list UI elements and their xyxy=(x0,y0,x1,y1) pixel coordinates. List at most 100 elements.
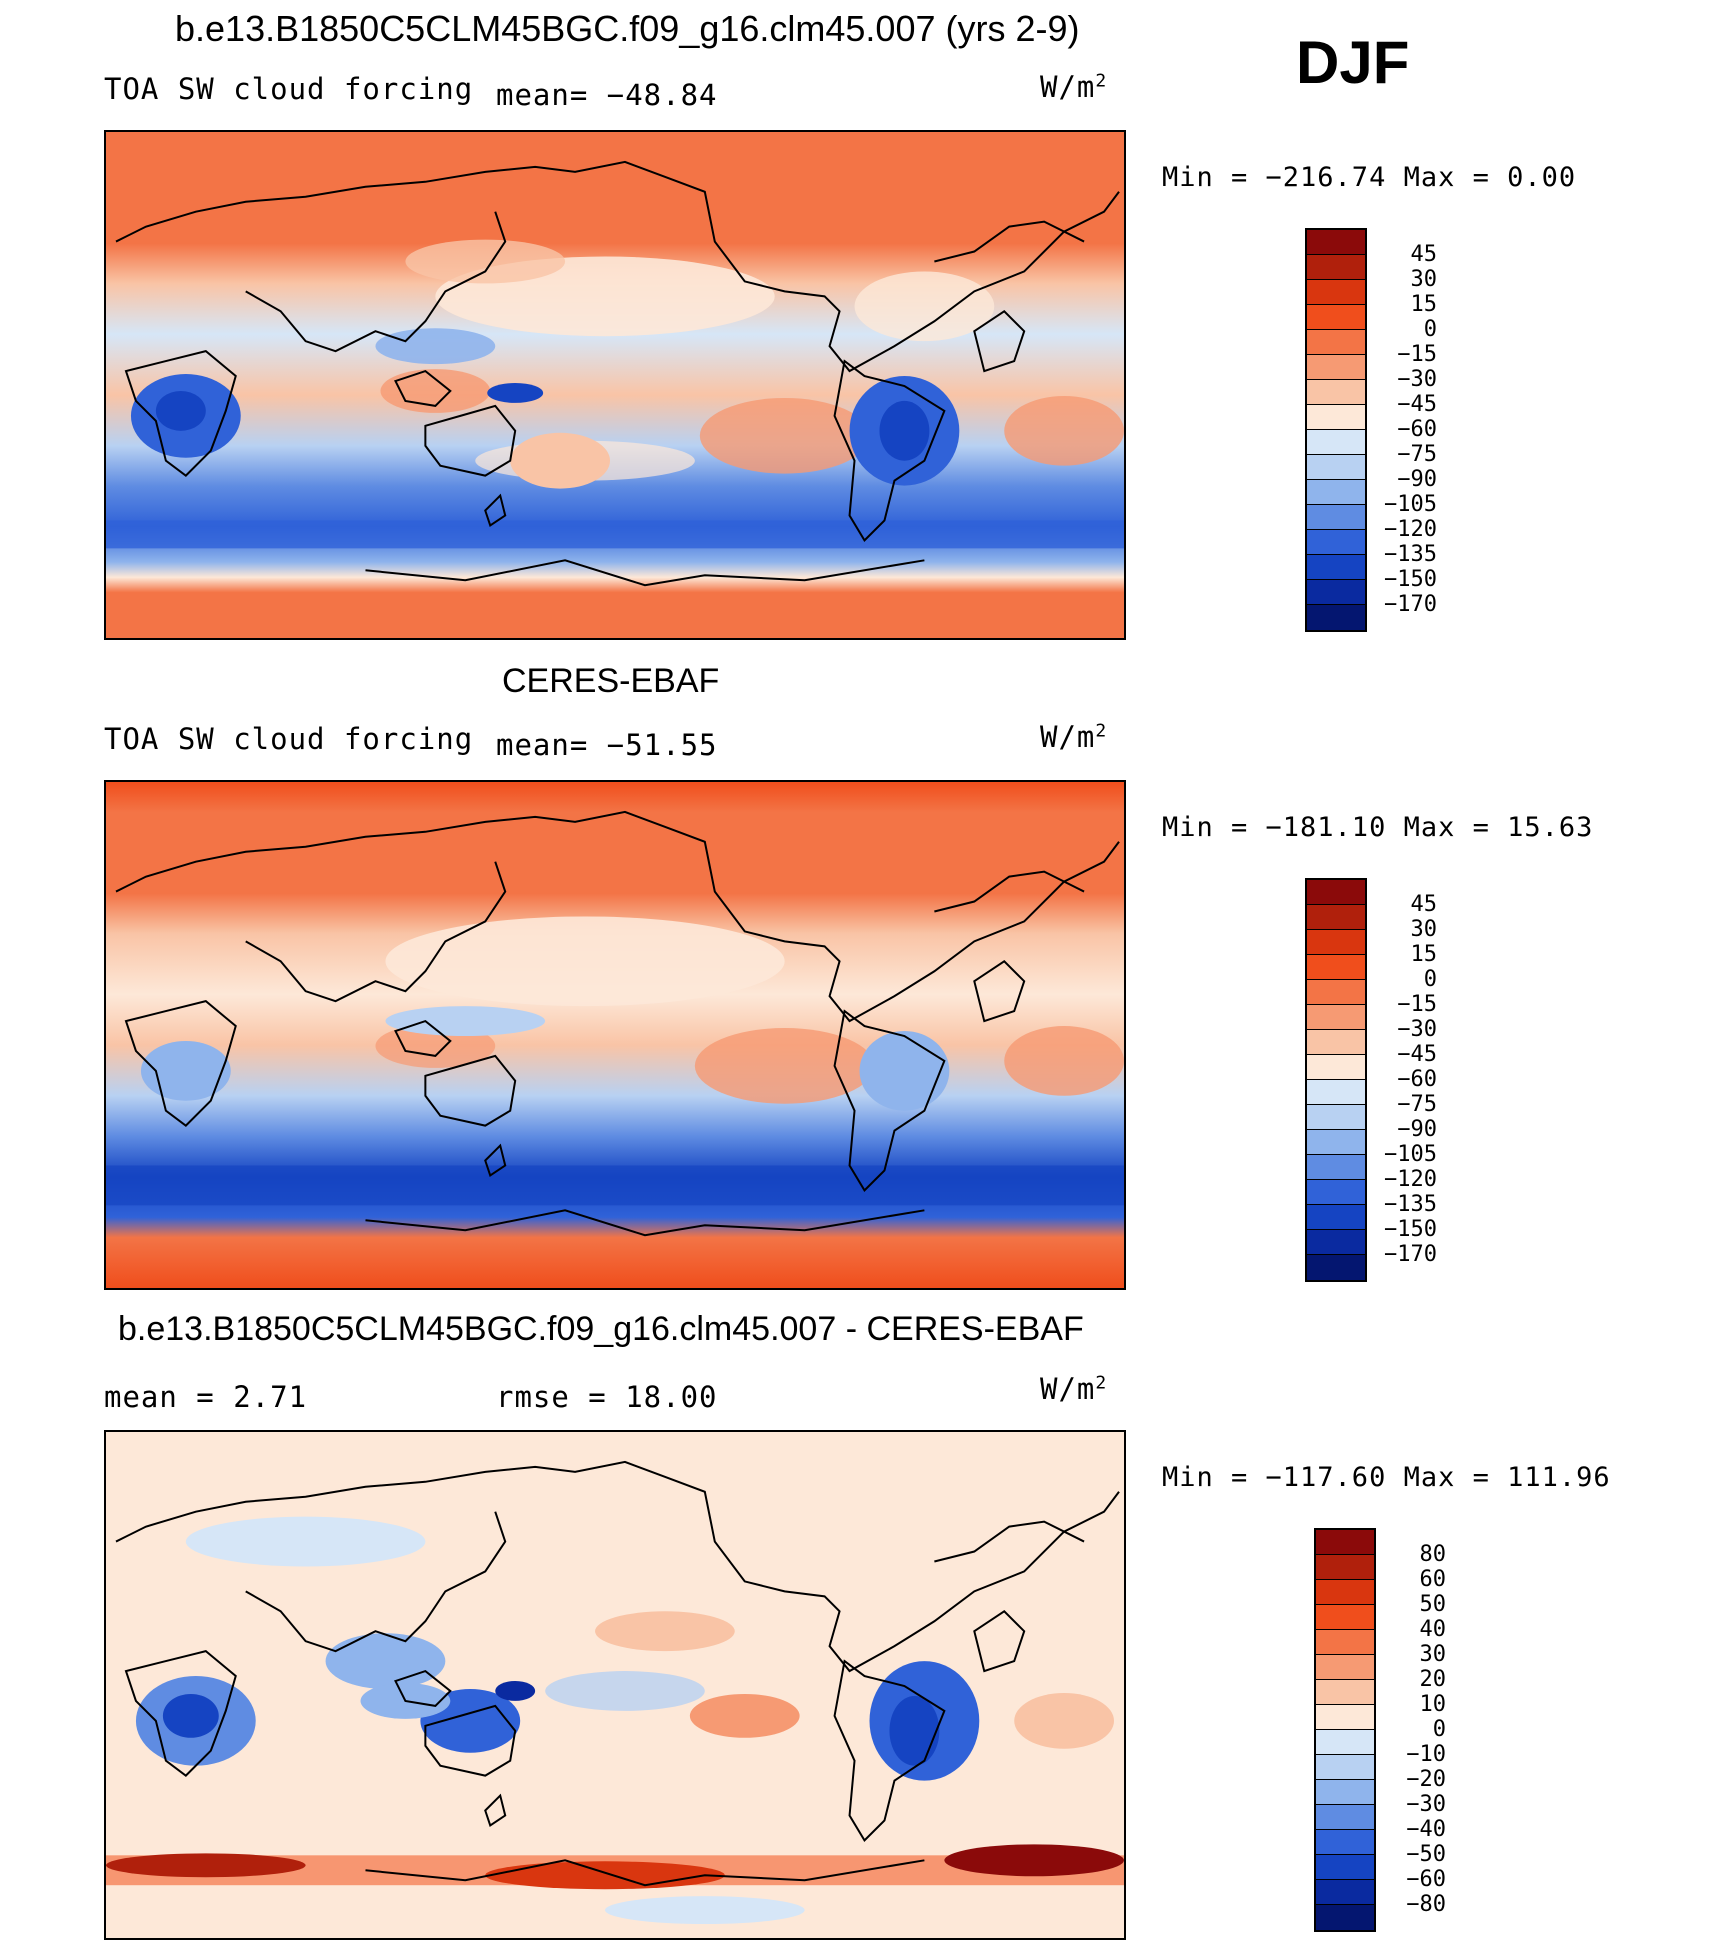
colorbar-tick-label: 30 xyxy=(1419,1642,1447,1667)
colorbar-tick-label: −75 xyxy=(1397,1092,1437,1117)
colorbar-tick-label: 40 xyxy=(1419,1617,1447,1642)
colorbar-tick-label: −60 xyxy=(1397,1067,1437,1092)
colorbar-swatch xyxy=(1307,980,1365,1005)
colorbar-swatch xyxy=(1307,330,1365,355)
panel1-variable-label: TOA SW cloud forcing xyxy=(104,72,474,106)
colorbar-swatch xyxy=(1316,1780,1374,1805)
panel1-units: W/m2 xyxy=(1040,70,1108,104)
colorbar-swatch xyxy=(1316,1530,1374,1555)
colorbar-tick-label: −120 xyxy=(1384,1167,1437,1192)
colorbar-swatches xyxy=(1305,878,1367,1282)
colorbar-tick-label: 0 xyxy=(1423,967,1437,992)
colorbar-swatch xyxy=(1316,1905,1374,1930)
colorbar-tick-label: −30 xyxy=(1397,367,1437,392)
colorbar-swatch xyxy=(1316,1755,1374,1780)
colorbar-swatch xyxy=(1307,1080,1365,1105)
colorbar-tick-label: 45 xyxy=(1410,892,1438,917)
colorbar-swatch xyxy=(1307,1180,1365,1205)
panel2-mean-label: mean= −51.55 xyxy=(496,728,718,762)
colorbar-tick-label: 30 xyxy=(1410,917,1438,942)
colorbar-tick-label: −90 xyxy=(1397,1117,1437,1142)
colorbar-swatch xyxy=(1316,1830,1374,1855)
colorbar-swatch xyxy=(1307,905,1365,930)
panel3-mean-label: mean = 2.71 xyxy=(104,1380,308,1414)
panel3-rmse-label: rmse = 18.00 xyxy=(496,1380,718,1414)
panel2-units: W/m2 xyxy=(1040,720,1108,754)
colorbar-tick-label: −105 xyxy=(1384,492,1437,517)
colorbar-tick-label: −75 xyxy=(1397,442,1437,467)
colorbar-tick-label: −150 xyxy=(1384,1217,1437,1242)
colorbar-tick-label: −60 xyxy=(1397,417,1437,442)
coastline-outlines xyxy=(115,160,1120,587)
panel3-min-max: Min = −117.60 Max = 111.96 xyxy=(1162,1462,1611,1493)
colorbar-tick-label: −45 xyxy=(1397,392,1437,417)
colorbar-swatch xyxy=(1316,1655,1374,1680)
colorbar-swatch xyxy=(1307,305,1365,330)
colorbar-swatch xyxy=(1307,1205,1365,1230)
colorbar-swatch xyxy=(1307,1055,1365,1080)
colorbar-swatches xyxy=(1314,1528,1376,1932)
colorbar-swatch xyxy=(1307,530,1365,555)
colorbar-tick-label: −30 xyxy=(1397,1017,1437,1042)
colorbar-swatches xyxy=(1305,228,1367,632)
colorbar-swatch xyxy=(1307,1030,1365,1055)
colorbar-swatch xyxy=(1316,1580,1374,1605)
colorbar-swatch xyxy=(1307,1105,1365,1130)
colorbar-tick-label: −90 xyxy=(1397,467,1437,492)
colorbar-swatch xyxy=(1307,230,1365,255)
colorbar-tick-label: −15 xyxy=(1397,342,1437,367)
colorbar-tick-label: 60 xyxy=(1419,1567,1447,1592)
colorbar-tick-label: −135 xyxy=(1384,1192,1437,1217)
colorbar-tick-label: −40 xyxy=(1406,1817,1446,1842)
colorbar-swatch xyxy=(1307,455,1365,480)
colorbar-swatch xyxy=(1316,1680,1374,1705)
colorbar-tick-label: −80 xyxy=(1406,1892,1446,1917)
colorbar-swatch xyxy=(1307,1130,1365,1155)
colorbar-tick-label: −105 xyxy=(1384,1142,1437,1167)
colorbar-swatch xyxy=(1307,355,1365,380)
colorbar-tick-label: 15 xyxy=(1410,292,1438,317)
colorbar-tick-label: −50 xyxy=(1406,1842,1446,1867)
colorbar-swatch xyxy=(1307,880,1365,905)
colorbar-swatch xyxy=(1316,1705,1374,1730)
colorbar-tick-label: 45 xyxy=(1410,242,1438,267)
colorbar-swatch xyxy=(1307,1005,1365,1030)
colorbar-swatch xyxy=(1307,255,1365,280)
panel1-model-map xyxy=(104,130,1126,640)
coastline-outlines xyxy=(115,810,1120,1237)
colorbar-tick-label: −170 xyxy=(1384,592,1437,617)
colorbar-tick-label: −170 xyxy=(1384,1242,1437,1267)
colorbar-swatch xyxy=(1307,1230,1365,1255)
colorbar-tick-label: 15 xyxy=(1410,942,1438,967)
colorbar-tick-label: −20 xyxy=(1406,1767,1446,1792)
colorbar-swatch xyxy=(1316,1630,1374,1655)
figure-title: b.e13.B1850C5CLM45BGC.f09_g16.clm45.007 … xyxy=(175,8,1080,49)
colorbar-tick-label: −45 xyxy=(1397,1042,1437,1067)
colorbar-swatch xyxy=(1307,405,1365,430)
season-label: DJF xyxy=(1296,29,1410,96)
colorbar-tick-label: −10 xyxy=(1406,1742,1446,1767)
colorbar-tick-label: 20 xyxy=(1419,1667,1447,1692)
colorbar-swatch xyxy=(1307,580,1365,605)
colorbar-tick-label: 30 xyxy=(1410,267,1438,292)
panel2-variable-label: TOA SW cloud forcing xyxy=(104,722,474,756)
colorbar-tick-label: 0 xyxy=(1423,317,1437,342)
colorbar-tick-label: −15 xyxy=(1397,992,1437,1017)
colorbar-tick-label: −120 xyxy=(1384,517,1437,542)
colorbar-swatch xyxy=(1307,280,1365,305)
colorbar-swatch xyxy=(1307,930,1365,955)
colorbar-swatch xyxy=(1307,605,1365,630)
panel3-difference-map xyxy=(104,1430,1126,1940)
panel2-min-max: Min = −181.10 Max = 15.63 xyxy=(1162,812,1594,843)
colorbar-tick-label: 10 xyxy=(1419,1692,1447,1717)
colorbar-swatch xyxy=(1316,1555,1374,1580)
colorbar-tick-label: −150 xyxy=(1384,567,1437,592)
colorbar-swatch xyxy=(1307,480,1365,505)
colorbar-tick-label: −60 xyxy=(1406,1867,1446,1892)
panel1-mean-label: mean= −48.84 xyxy=(496,78,718,112)
colorbar-tick-label: 50 xyxy=(1419,1592,1447,1617)
colorbar-swatch xyxy=(1307,955,1365,980)
colorbar-swatch xyxy=(1316,1855,1374,1880)
panel3-units: W/m2 xyxy=(1040,1372,1108,1406)
panel2-observation-map xyxy=(104,780,1126,1290)
